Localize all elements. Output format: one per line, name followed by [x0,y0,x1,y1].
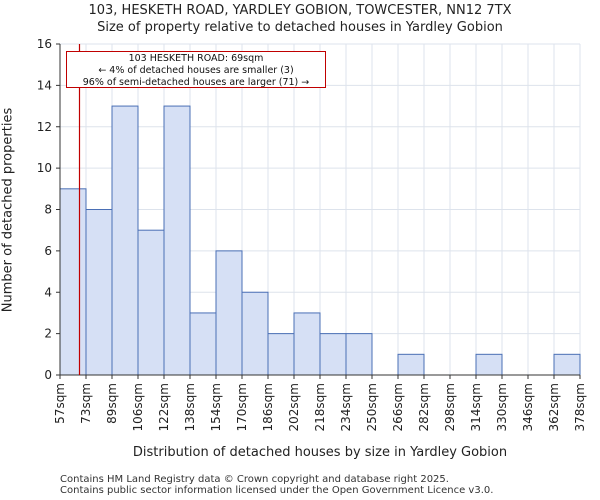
y-tick-label: 0 [44,368,52,382]
x-tick-label: 282sqm [417,383,431,431]
y-tick-label: 12 [37,120,52,134]
x-tick-label: 314sqm [469,383,483,431]
y-tick-label: 10 [37,161,52,175]
x-tick-label: 218sqm [313,383,327,431]
footer-licence: Contains public sector information licen… [60,485,494,496]
footer-copyright: Contains HM Land Registry data © Crown c… [60,474,449,485]
y-tick-label: 8 [44,203,52,217]
x-tick-label: 298sqm [443,383,457,431]
histogram-bar [137,229,165,376]
histogram-bar [111,105,139,376]
x-tick-label: 362sqm [547,383,561,431]
x-axis-label: Distribution of detached houses by size … [132,445,508,460]
x-tick-label: 122sqm [157,383,171,431]
histogram-bar [553,353,581,376]
x-tick-label: 138sqm [183,383,197,431]
histogram-bar [293,312,321,376]
annotation-line-1: 103 HESKETH ROAD: 69sqm [128,53,264,64]
histogram-bar [215,250,243,376]
y-tick-label: 2 [44,327,52,341]
annotation-line-3: 96% of semi-detached houses are larger (… [82,77,310,88]
histogram-bar [319,333,347,376]
histogram-bar [397,353,425,376]
x-tick-label: 266sqm [391,383,405,431]
x-tick-label: 202sqm [287,383,301,431]
x-tick-label: 73sqm [79,383,93,424]
x-tick-label: 57sqm [53,383,67,424]
histogram-bar [267,333,295,376]
chart-subtitle: Size of property relative to detached ho… [97,20,503,35]
y-tick-label: 6 [44,244,52,258]
x-tick-label: 89sqm [105,383,119,424]
x-tick-label: 378sqm [573,383,587,431]
histogram-bar [189,312,217,376]
histogram-bar [475,353,503,376]
histogram-bar [241,291,269,376]
histogram-bar [345,333,373,376]
y-tick-label: 16 [37,37,52,51]
x-tick-label: 330sqm [495,383,509,431]
y-tick-label: 14 [37,78,52,92]
annotation-line-2: ← 4% of detached houses are smaller (3) [98,65,294,76]
histogram-bar [85,209,113,376]
x-tick-label: 170sqm [235,383,249,431]
x-tick-label: 250sqm [365,383,379,431]
x-tick-label: 154sqm [209,383,223,431]
histogram-bar [163,105,191,376]
x-tick-label: 234sqm [339,383,353,431]
property-annotation: 103 HESKETH ROAD: 69sqm ← 4% of detached… [66,51,326,88]
x-tick-label: 346sqm [521,383,535,431]
chart-title: 103, HESKETH ROAD, YARDLEY GOBION, TOWCE… [88,3,512,18]
histogram-bar [59,188,87,376]
x-tick-label: 186sqm [261,383,275,431]
y-tick-label: 4 [44,285,52,299]
x-tick-label: 106sqm [131,383,145,431]
